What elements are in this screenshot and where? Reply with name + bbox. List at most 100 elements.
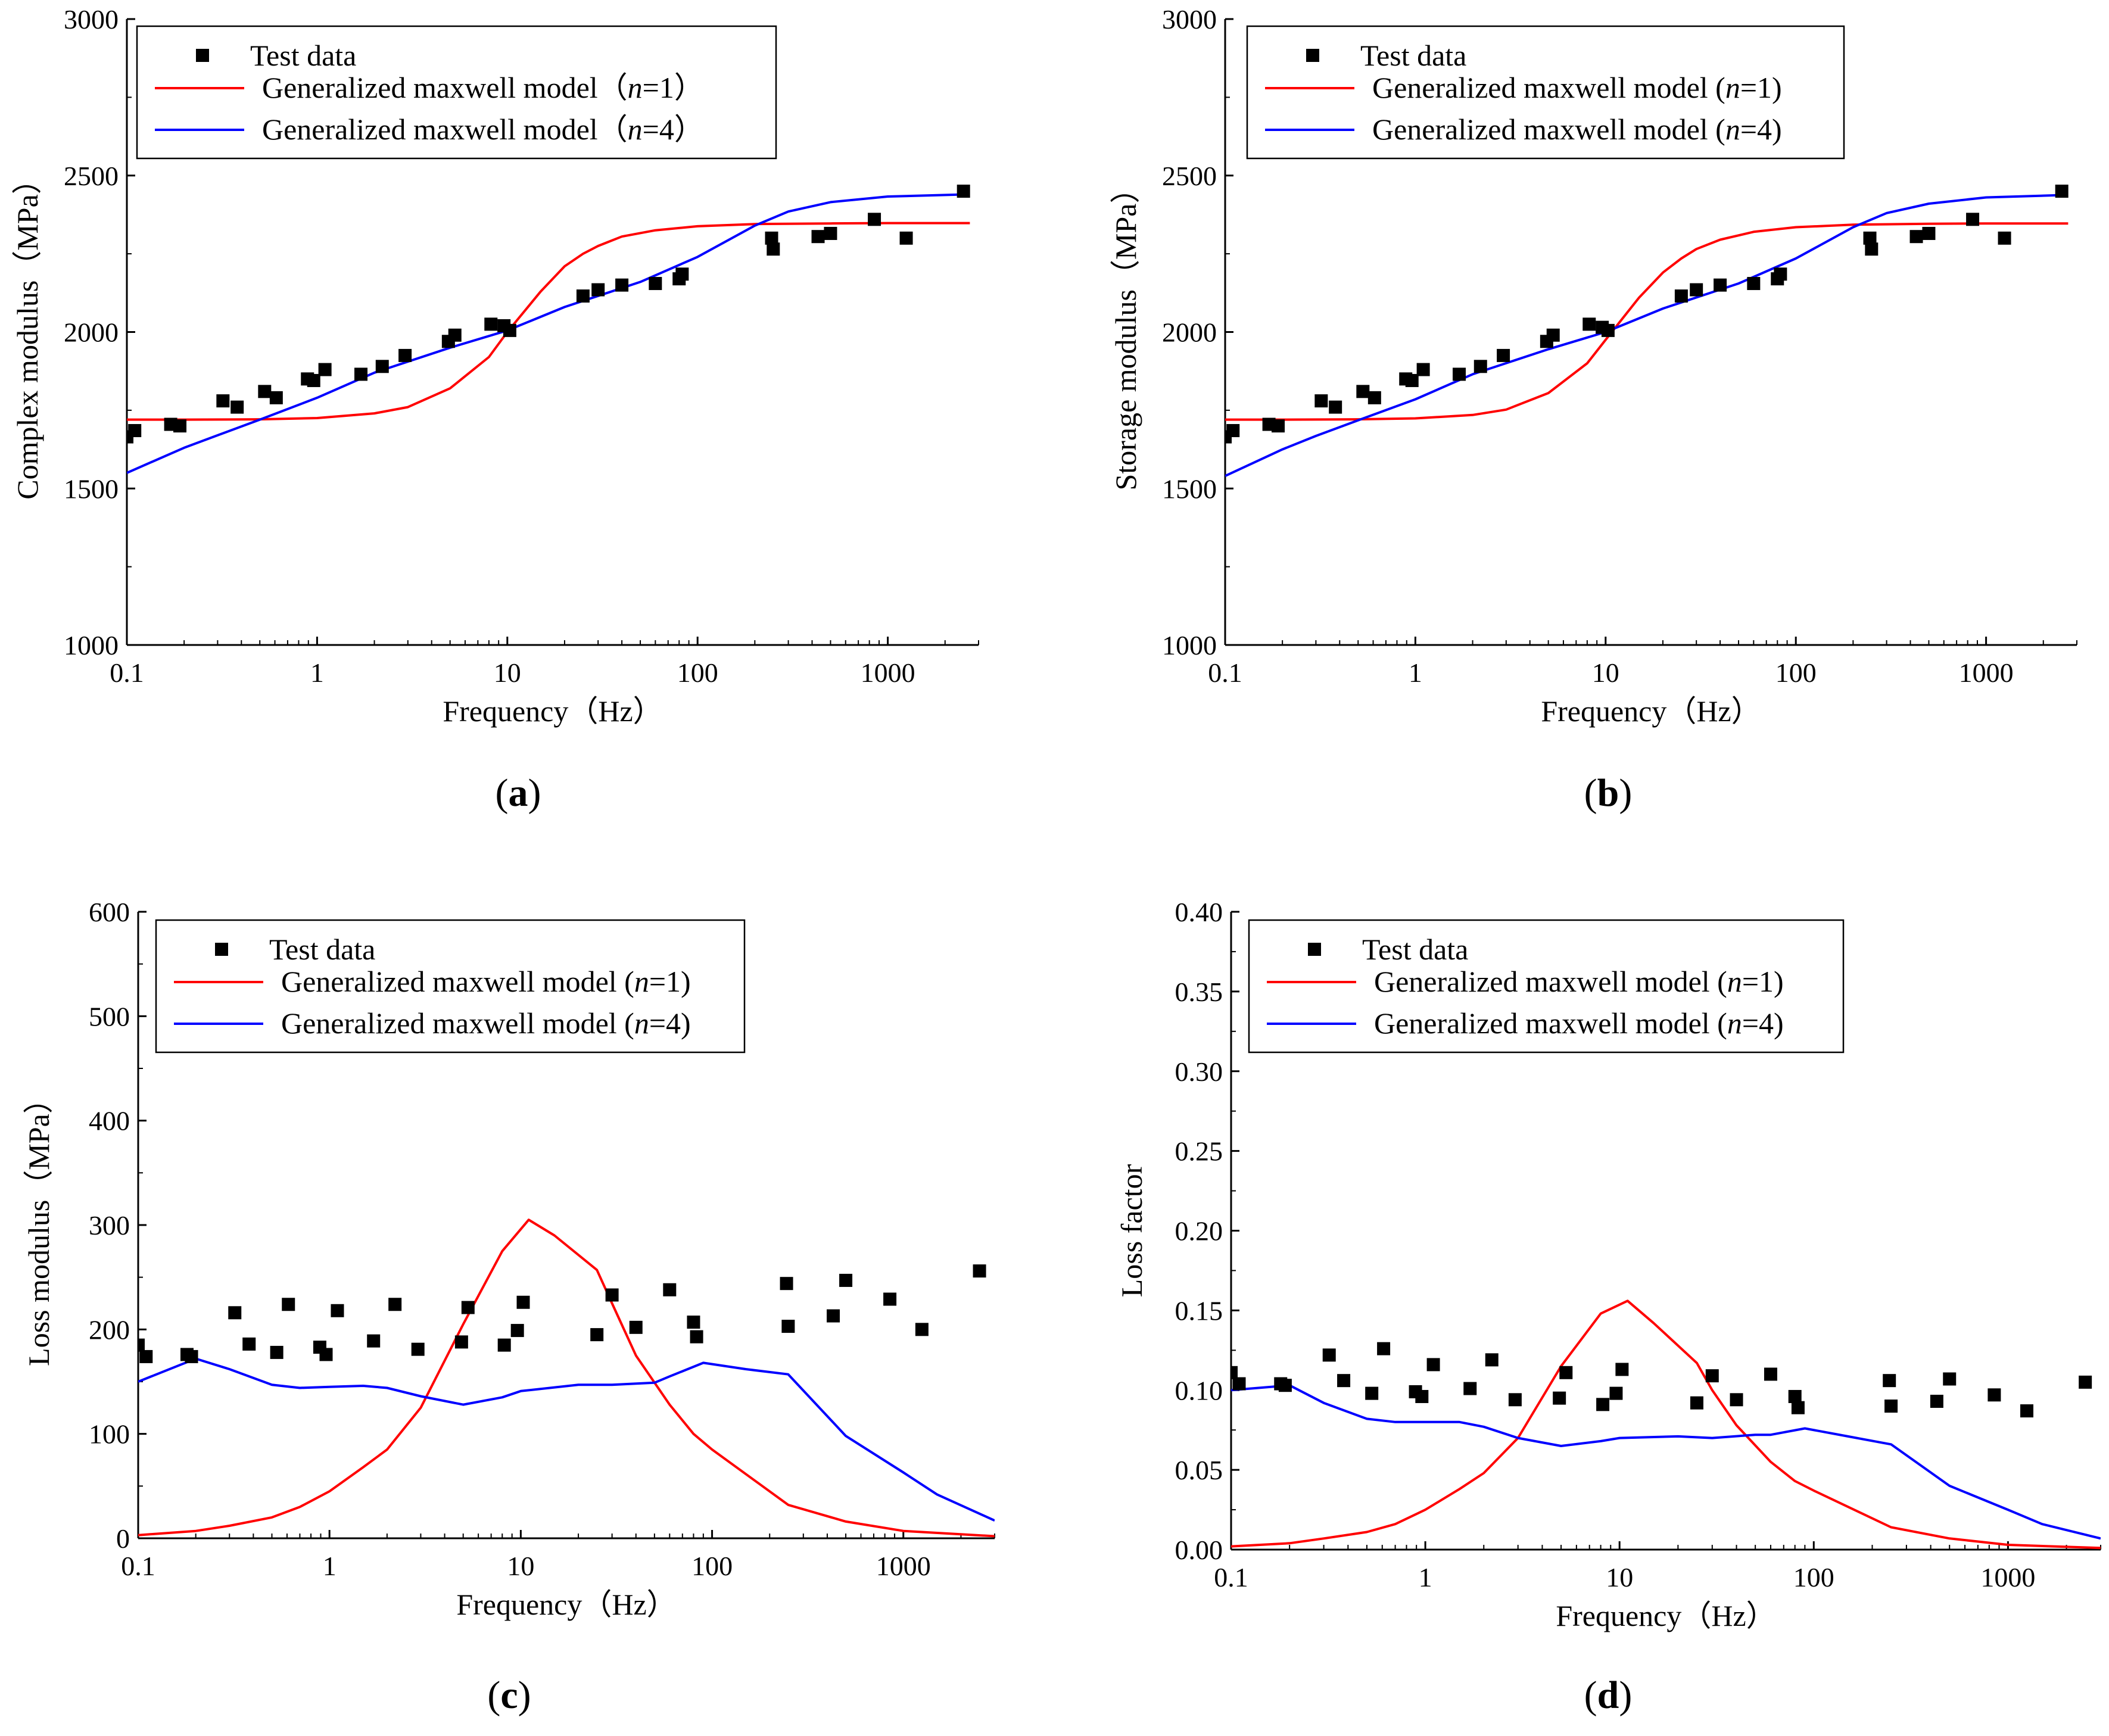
test-data-point [319, 1348, 333, 1361]
test-data-point [1226, 424, 1240, 438]
x-tick-label: 1 [1409, 657, 1422, 688]
test-data-point [1329, 400, 1342, 414]
test-data-point [1966, 213, 1980, 226]
test-data-point [484, 317, 498, 331]
x-tick-label: 10 [1592, 657, 1619, 688]
test-data-point [1272, 419, 1285, 433]
panel-letter: c [500, 1673, 518, 1717]
legend-label-model-n1: Generalized maxwell model (n=1) [1374, 965, 1784, 998]
test-data-point [1690, 283, 1703, 297]
legend-model-prefix: Generalized maxwell model ( [1374, 1006, 1727, 1040]
test-data-point [1714, 278, 1727, 292]
y-tick-label: 200 [89, 1314, 130, 1345]
y-tick-label: 0.10 [1175, 1375, 1223, 1405]
test-data-point [1596, 1398, 1610, 1411]
test-data-point [282, 1298, 295, 1311]
y-tick-label: 3000 [1162, 4, 1217, 35]
test-data-point [827, 1309, 840, 1323]
test-data-point [1474, 360, 1487, 373]
test-data-point [230, 400, 244, 414]
test-data-point [687, 1316, 700, 1329]
test-data-point [1453, 367, 1466, 381]
series-line-n4 [1225, 194, 2068, 478]
test-data-point [1231, 1366, 1238, 1379]
y-tick-label: 1500 [1162, 473, 1217, 504]
x-tick-label: 100 [691, 1551, 733, 1581]
test-data-point [354, 367, 368, 381]
legend-model-prefix: Generalized maxwell model（ [262, 113, 628, 146]
test-data-point [1884, 1400, 1898, 1413]
test-data-point [269, 391, 283, 404]
legend-box [136, 25, 777, 160]
test-data-point [411, 1342, 425, 1356]
test-data-point [216, 394, 230, 408]
y-tick-label: 3000 [64, 4, 119, 35]
test-data-point [605, 1288, 619, 1302]
test-data-point [1559, 1366, 1573, 1379]
test-data-point [1485, 1353, 1499, 1367]
legend-marker-square [1306, 49, 1319, 62]
x-tick-label: 1 [310, 657, 324, 688]
y-tick-label: 100 [89, 1419, 130, 1450]
test-data-point [1508, 1393, 1522, 1407]
legend-n-var: n [1725, 113, 1740, 146]
panel-letter: b [1597, 771, 1619, 815]
test-data-point [128, 424, 142, 438]
test-data-point [765, 231, 778, 245]
test-data-point [957, 185, 970, 198]
test-data-point [367, 1334, 381, 1348]
panel-label: (a) [496, 771, 541, 815]
legend-model-suffix: =4) [1742, 1006, 1784, 1040]
test-data-point [615, 278, 629, 292]
test-data-point [510, 1324, 524, 1338]
legend-model-suffix: =1) [1742, 965, 1784, 998]
x-tick-label: 1 [323, 1551, 337, 1581]
test-data-point [780, 1277, 793, 1291]
test-data-point [516, 1295, 530, 1309]
test-data-point [767, 242, 780, 256]
plot-area [1231, 1299, 2101, 1550]
y-tick-label: 0 [116, 1523, 130, 1554]
legend-box [1248, 919, 1845, 1054]
legend-n-var: n [628, 113, 643, 146]
legend-box [1246, 25, 1845, 160]
legend-marker-square [1308, 943, 1321, 956]
y-tick-label: 2000 [64, 317, 119, 348]
test-data-point [1356, 385, 1370, 398]
x-tick-label: 0.1 [1214, 1562, 1248, 1592]
panel-label: (b) [1584, 771, 1633, 815]
x-tick-label: 10 [507, 1551, 534, 1581]
test-data-point [1314, 394, 1328, 408]
test-data-point [629, 1320, 643, 1334]
test-data-point [1367, 391, 1381, 404]
legend-model-prefix: Generalized maxwell model（ [262, 71, 628, 104]
test-data-point [1791, 1401, 1805, 1414]
test-data-point [839, 1273, 853, 1287]
plot-area [127, 185, 970, 474]
test-data-point [1987, 1388, 2001, 1402]
legend-label-model-n1: Generalized maxwell model (n=1) [1372, 71, 1782, 104]
panel-label: (c) [487, 1673, 531, 1717]
x-tick-label: 1000 [1959, 657, 2014, 688]
test-data-point [899, 231, 913, 245]
x-tick-label: 0.1 [1208, 657, 1242, 688]
y-tick-label: 0.40 [1175, 897, 1223, 927]
test-data-point [649, 277, 662, 291]
test-data-point [1405, 373, 1419, 387]
legend-model-suffix: =1) [649, 965, 691, 998]
x-tick-label: 100 [1793, 1562, 1834, 1592]
test-data-point [675, 267, 689, 281]
y-tick-label: 0.25 [1175, 1136, 1223, 1167]
test-data-point [375, 360, 389, 373]
test-data-point [1930, 1394, 1943, 1408]
legend-model-suffix: =1） [643, 71, 704, 104]
legend-label-model-n4: Generalized maxwell model（n=4） [262, 113, 704, 146]
test-data-point [1377, 1342, 1391, 1355]
x-tick-label: 100 [677, 657, 718, 688]
plot-area [1225, 185, 2068, 478]
test-data-point [388, 1298, 402, 1311]
